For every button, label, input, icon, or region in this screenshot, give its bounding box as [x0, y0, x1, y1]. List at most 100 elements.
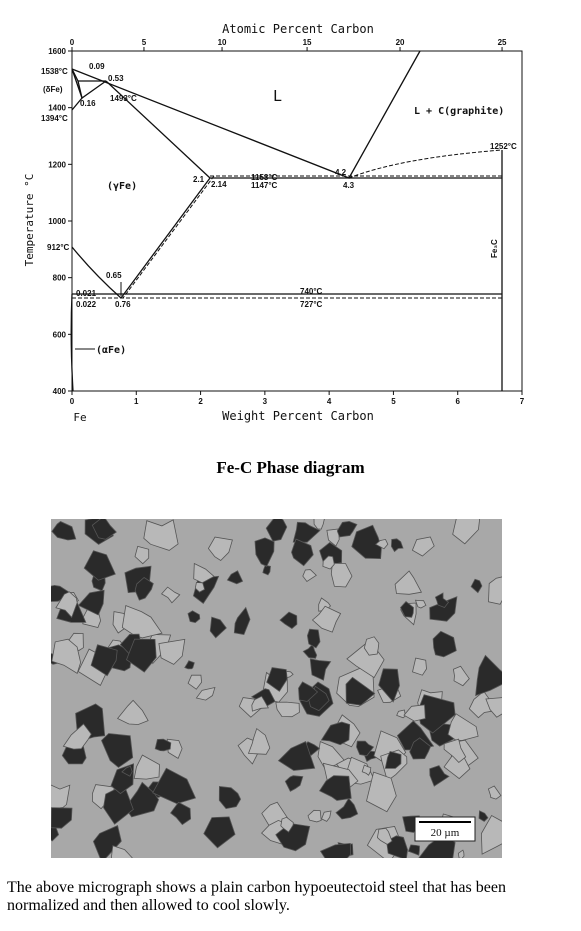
annotation: 727°C	[300, 300, 323, 309]
x-tick-label: 6	[455, 397, 460, 406]
ferrite-grain	[133, 754, 160, 780]
pearlite	[92, 825, 122, 858]
pearlite	[429, 765, 450, 787]
ferrite-grain	[457, 849, 465, 858]
graphite-lines	[72, 149, 503, 299]
pearlite	[277, 741, 316, 771]
y-axis-label: Temperature °C	[23, 174, 36, 267]
ferrite-grain	[452, 665, 470, 687]
ferrite-grain	[374, 538, 389, 550]
annotation: (αFe)	[96, 345, 126, 356]
ferrite-grain	[307, 809, 322, 823]
plot-frame	[71, 50, 523, 392]
acm-line	[120, 177, 211, 299]
annotation: 1153°C	[251, 173, 278, 182]
pearlite	[309, 658, 332, 681]
pearlite	[336, 520, 358, 538]
top-tick-label: 5	[142, 38, 147, 47]
annotation: 1394°C	[41, 114, 68, 123]
top-tick-label: 10	[218, 38, 227, 47]
paragraph: The above micrograph shows a plain carbo…	[7, 879, 506, 914]
pearlite	[203, 816, 236, 849]
pearlite	[335, 797, 359, 820]
y-tick-label: 1000	[48, 217, 66, 226]
y-tick-label: 1600	[48, 47, 66, 56]
micrograph: 20 µm	[51, 519, 502, 858]
ferrite-grain	[62, 723, 92, 750]
pearlite	[262, 564, 271, 576]
x-tick-label: 0	[70, 397, 75, 406]
pearlite	[298, 681, 319, 702]
pearlite	[266, 667, 288, 692]
ferrite-grain	[110, 845, 133, 858]
pearlite	[292, 521, 321, 543]
pearlite	[475, 654, 502, 697]
y-tick-label: 1400	[48, 104, 66, 113]
annotation: 4.2	[335, 168, 347, 177]
pearlite	[51, 807, 73, 829]
ferrite-grain	[363, 636, 380, 656]
ferrite-grain	[280, 816, 294, 833]
pearlite	[378, 668, 400, 703]
delta-gamma	[77, 80, 107, 100]
annotation: 0.09	[89, 62, 105, 71]
ferrite-grain	[414, 599, 427, 609]
pearlite	[101, 733, 134, 768]
ferrite-grain	[187, 674, 203, 690]
x-sub-label: Fe	[73, 411, 86, 424]
annotation: (δFe)	[43, 85, 63, 94]
annotation: 1252°C	[490, 142, 517, 151]
ferrite-grain	[366, 771, 397, 813]
graphite-liquidus	[348, 149, 503, 179]
annotation: L + C(graphite)	[414, 105, 504, 117]
ferrite-grain	[488, 576, 502, 605]
ferrite-grain	[447, 713, 479, 741]
ferrite-grain	[158, 638, 186, 665]
pearlite	[254, 537, 275, 567]
pearlite	[275, 822, 311, 852]
annotation: 740°C	[300, 287, 323, 296]
y-tick-label: 400	[53, 387, 67, 396]
grains	[51, 519, 502, 858]
ferrite-grain	[412, 657, 427, 676]
pearlite	[434, 592, 450, 608]
pearlite	[384, 751, 402, 769]
pearlite	[432, 630, 457, 658]
annotation: 0.76	[115, 300, 131, 309]
acm-graphite	[122, 175, 215, 299]
annotation: 2.14	[211, 180, 227, 189]
ferrite-grain	[361, 764, 372, 776]
pearlite	[320, 721, 351, 746]
pearlite	[154, 738, 172, 752]
ferrite-grain	[302, 569, 317, 583]
top-axis-label: Atomic Percent Carbon	[222, 22, 374, 36]
pearlite	[184, 660, 195, 670]
pearlite	[134, 576, 154, 601]
annotation: 0.16	[80, 99, 96, 108]
ferrite-grain	[251, 695, 269, 712]
pearlite	[429, 596, 458, 622]
pearlite	[51, 521, 77, 541]
ferrite-grain	[160, 586, 181, 604]
ferrite-grain	[134, 545, 150, 565]
caption: Fe-C Phase diagram	[216, 458, 365, 477]
phase-diagram: Atomic Percent Carbon Weight Percent Car…	[23, 22, 525, 424]
pearlite	[218, 786, 242, 810]
pearlite	[170, 801, 192, 826]
y-tick-label: 800	[53, 274, 67, 283]
pearlite	[302, 643, 318, 659]
ferrite-grain	[394, 570, 423, 595]
pearlite	[470, 578, 483, 594]
pearlite	[319, 775, 352, 801]
x-tick-label: 1	[134, 397, 139, 406]
pearlite	[226, 570, 244, 585]
ferrite-grain	[321, 810, 332, 822]
x-axis-label: Weight Percent Carbon	[222, 409, 374, 423]
x-tick-label: 2	[198, 397, 203, 406]
x-tick-label: 3	[263, 397, 268, 406]
ferrite-grain	[480, 814, 502, 855]
pearlite	[291, 538, 314, 567]
ferrite-grain	[487, 785, 502, 800]
pearlite	[51, 584, 73, 602]
annotation: 0.022	[76, 300, 97, 309]
